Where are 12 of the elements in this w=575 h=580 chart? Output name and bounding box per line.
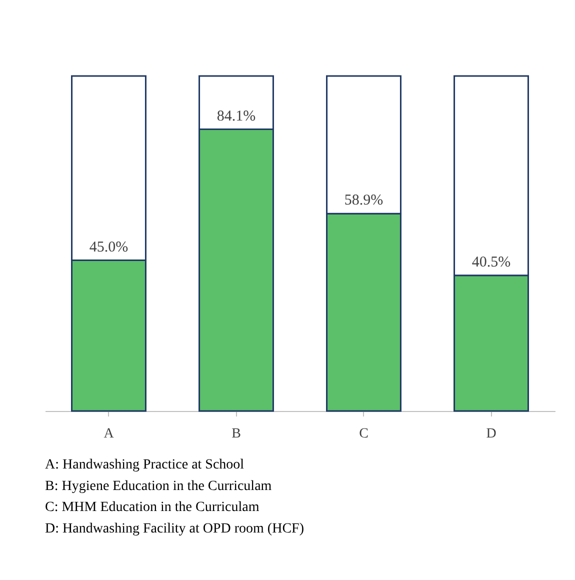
x-tick-label: C: [359, 426, 368, 442]
data-label: 45.0%: [89, 239, 128, 256]
data-label: 58.9%: [344, 192, 384, 209]
text: A: Handwashing Practice at School: [45, 458, 244, 473]
text: C: MHM Education in the Curriculam: [45, 500, 260, 516]
x-tick-label: A: [104, 426, 115, 442]
text: D: Handwashing Facility at OPD room (HCF): [45, 521, 304, 536]
x-tick-label: B: [232, 426, 241, 442]
x-tick-label: D: [486, 426, 496, 442]
data-label: 84.1%: [216, 108, 256, 124]
data-label: 40.5%: [472, 254, 511, 270]
text: B: Hygiene Education in the Curriculam: [45, 478, 272, 494]
